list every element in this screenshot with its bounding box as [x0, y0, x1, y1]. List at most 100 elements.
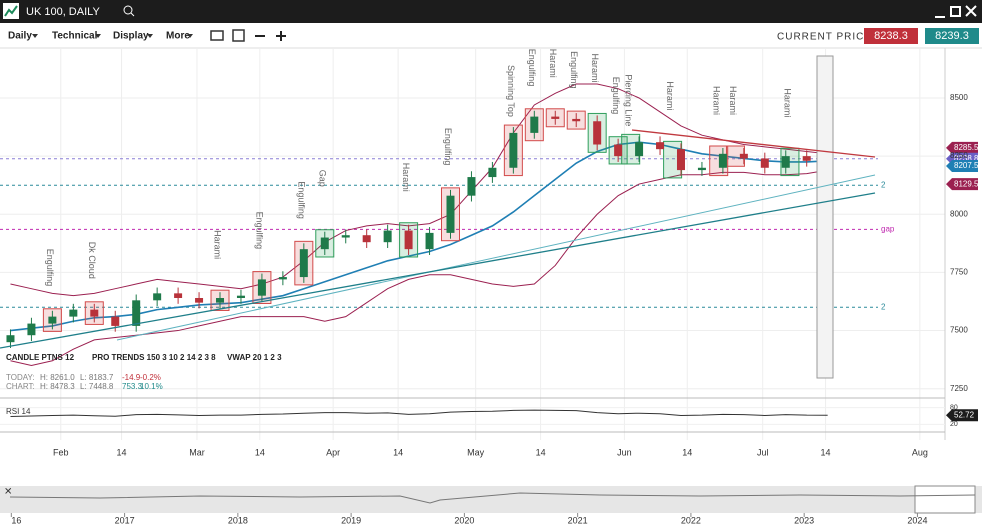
price-flag	[946, 160, 978, 173]
price-flag-label: 8285.5	[954, 143, 979, 152]
price-flag	[946, 141, 978, 154]
indicator-name[interactable]: CANDLE PTNS 12	[6, 353, 75, 362]
price-flag-label: 8238.8	[954, 154, 979, 163]
band-line	[10, 141, 828, 332]
candle-body	[341, 235, 350, 238]
pattern-label: Engulfing	[45, 249, 55, 287]
ask: 8239.3	[935, 30, 969, 42]
x-tick-label: Feb	[53, 447, 69, 457]
candle-body	[27, 323, 36, 336]
x-tick-label: May	[467, 447, 485, 457]
year-label: 2021	[568, 515, 588, 525]
pattern-label: Harami	[665, 81, 675, 110]
stat-high: H: 8261.0	[40, 373, 75, 382]
pattern-label: Harami	[590, 53, 600, 82]
maximize[interactable]	[950, 6, 961, 17]
x-tick-label: 14	[117, 447, 127, 457]
candle-body	[572, 118, 581, 122]
navigator-window[interactable]	[914, 485, 976, 514]
menu-caret	[147, 34, 153, 38]
stat-label: TODAY:	[6, 373, 35, 382]
menu[interactable]: Technical	[52, 31, 98, 42]
stat-low: L: 8183.7	[80, 373, 114, 382]
year-label: 2017	[115, 515, 135, 525]
x-tick-label: Jul	[757, 447, 769, 457]
x-tick-label: 14	[536, 447, 546, 457]
ask-box[interactable]	[925, 28, 979, 44]
menu-caret	[187, 34, 193, 38]
price-flag-label: 8129.5	[954, 179, 979, 188]
price-flag-label: 8207.5	[954, 161, 979, 170]
title-bar	[0, 0, 982, 23]
stat-change: -14.9	[122, 373, 141, 382]
candle-body	[635, 142, 644, 157]
stat-change-pct: 10.1%	[140, 382, 163, 391]
x-tick-label: 14	[821, 447, 831, 457]
pattern-label: Engulfing	[443, 128, 453, 166]
pattern-label: Harami	[548, 49, 558, 78]
x-tick-label: Jun	[617, 447, 632, 457]
menu[interactable]: Daily	[8, 31, 32, 42]
candle-body	[257, 279, 266, 296]
indicator-name[interactable]: PRO TRENDS 150 3 10 2 14 2 3 8	[92, 353, 216, 362]
stat-label: CHART:	[6, 382, 35, 391]
candle-body	[467, 177, 476, 196]
bid: 8238.3	[874, 30, 908, 42]
candle-body	[781, 156, 790, 168]
bid-box[interactable]	[864, 28, 918, 44]
menu-caret	[95, 34, 101, 38]
rsi-last: 52.72	[954, 410, 975, 419]
level-label: 2	[881, 180, 886, 189]
menu[interactable]: Display	[113, 31, 149, 42]
rsi-label[interactable]: RSI 14	[6, 407, 31, 416]
y-tick-label: 7250	[950, 384, 968, 393]
candle-body	[509, 132, 518, 168]
x-tick-label: 14	[255, 447, 265, 457]
candle-body	[446, 195, 455, 233]
trend-line	[116, 174, 876, 341]
search-icon[interactable]	[123, 5, 133, 15]
y-tick-label: 7500	[950, 326, 968, 335]
forecast-zone	[816, 55, 834, 379]
navigator[interactable]	[0, 486, 982, 513]
trend-line	[0, 192, 876, 349]
rsi-tick-label: 80	[950, 404, 958, 411]
candle-body	[718, 153, 727, 168]
x-tick-label: 14	[393, 447, 403, 457]
pattern-label: Dk Cloud	[87, 242, 97, 279]
app-icon-glyph	[4, 5, 18, 17]
indicator-name[interactable]: VWAP 20 1 2 3	[227, 353, 282, 362]
pattern-label: Engulfing	[611, 77, 621, 115]
stat-low: L: 7448.8	[80, 382, 114, 391]
stat-change: 753.3	[122, 382, 143, 391]
year-label: 2018	[228, 515, 248, 525]
candle-body	[593, 121, 602, 145]
candle-body	[383, 230, 392, 243]
year-label: 2022	[681, 515, 701, 525]
candle-body	[132, 300, 141, 326]
candle-body	[69, 309, 78, 317]
menu[interactable]: More	[166, 31, 190, 42]
price-label: CURRENT PRICE:	[777, 32, 876, 43]
open-icon[interactable]	[210, 30, 224, 41]
candle-body	[320, 237, 329, 250]
pattern-label: Harami	[783, 88, 793, 117]
level-label: 2	[881, 302, 886, 311]
price-flag	[946, 178, 978, 191]
candle-body	[404, 230, 413, 250]
candle-body	[153, 293, 162, 301]
save-icon[interactable]	[232, 29, 245, 42]
close[interactable]	[965, 5, 977, 17]
zoom-in[interactable]	[276, 31, 286, 41]
candle-body	[236, 295, 245, 298]
resistance-line	[631, 129, 876, 158]
navigator-arrow[interactable]: ✕	[4, 487, 12, 498]
candle-body	[6, 335, 15, 343]
x-tick-label: 14	[682, 447, 692, 457]
candle-body	[760, 158, 769, 168]
pattern-label: Spinning Top	[506, 65, 516, 117]
rsi-flag	[946, 409, 978, 422]
candle-body	[48, 316, 57, 324]
level-label: gap	[881, 225, 895, 234]
